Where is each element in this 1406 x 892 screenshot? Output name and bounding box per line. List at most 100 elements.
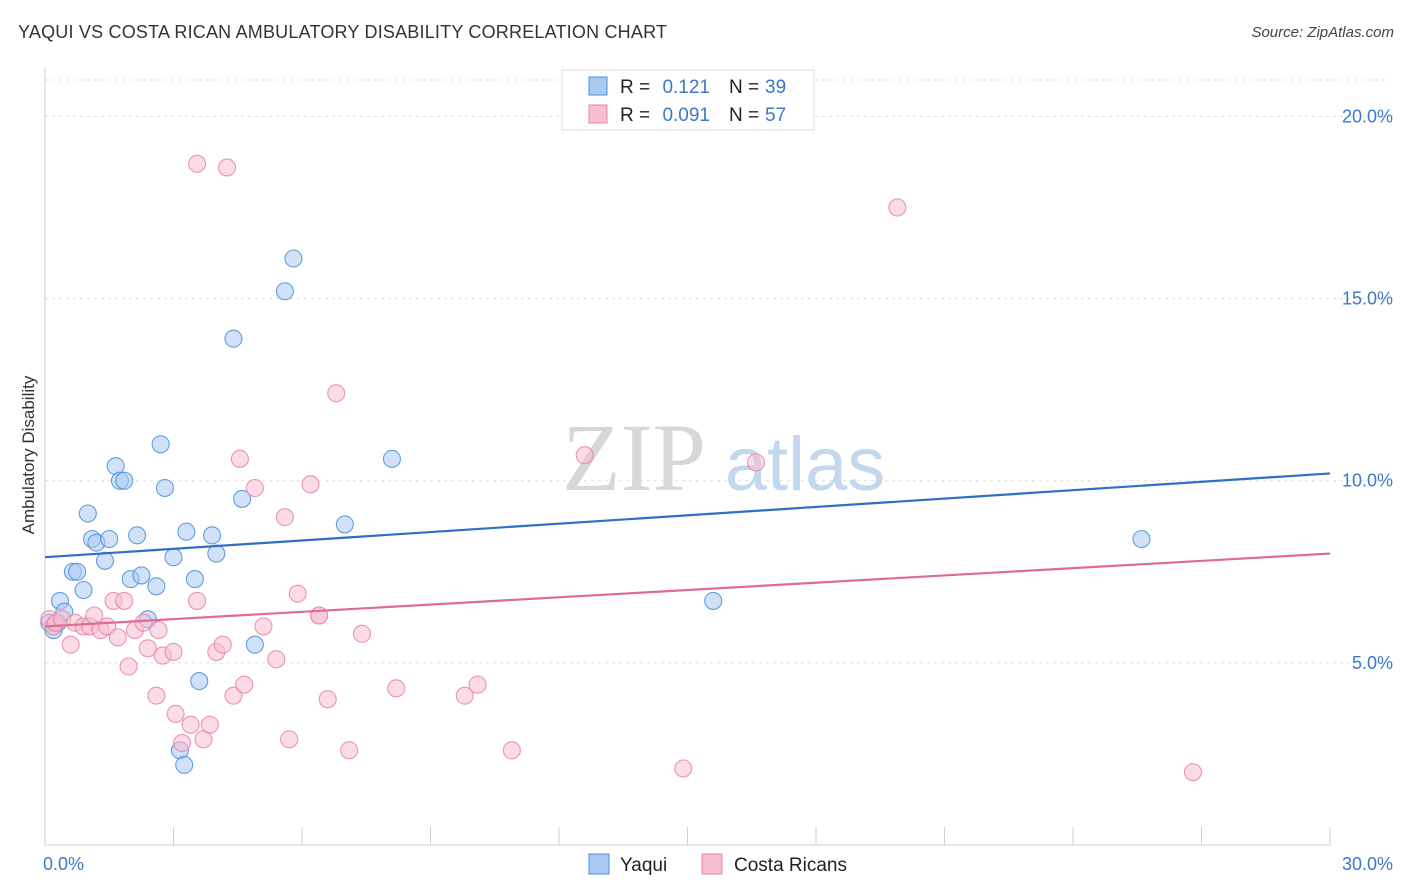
yaqui-point (100, 529, 119, 549)
yaqui-point (207, 544, 226, 563)
yaqui-point (78, 504, 97, 523)
watermark: ZIP atlas (562, 404, 885, 511)
yaqui-point (224, 329, 243, 348)
n-value: 57 (765, 105, 786, 126)
yaqui-point (128, 526, 147, 545)
series-legend-label: Costa Ricans (734, 855, 847, 876)
costa-rican-point (181, 715, 200, 734)
costa-rican-point (224, 686, 243, 705)
costa-rican-point (119, 657, 138, 676)
costa-rican-point (746, 453, 766, 472)
costa-rican-point (468, 675, 487, 694)
x-tick-label: 0.0% (43, 854, 84, 874)
yaqui-point (1132, 529, 1151, 549)
yaqui-point (232, 489, 252, 508)
y-axis-label: Ambulatory Disability (19, 375, 38, 534)
n-value: 39 (765, 77, 786, 98)
costa-rican-point (1183, 763, 1202, 782)
yaqui-point (155, 478, 174, 498)
series-legend-swatch (588, 853, 610, 875)
costa-rican-point (166, 704, 185, 723)
yaqui-point (175, 755, 194, 774)
yaqui-point (68, 562, 87, 581)
costa-rican-point (217, 158, 237, 177)
costa-rican-point (200, 715, 219, 734)
yaqui-point (335, 515, 354, 534)
costa-rican-point (387, 679, 406, 698)
costa-rican-point (108, 628, 127, 647)
y-tick-label: 5.0% (1352, 653, 1393, 673)
yaqui-point (275, 282, 294, 301)
costa-rican-point (115, 591, 134, 610)
costa-rican-point (245, 478, 264, 498)
costa-rican-point (164, 642, 183, 661)
stats-legend-swatch (588, 104, 608, 124)
costa-rican-point (288, 584, 307, 603)
costa-rican-point (888, 198, 907, 217)
yaqui-point (74, 580, 93, 600)
y-tick-label: 20.0% (1342, 106, 1393, 126)
costa-rican-point (327, 384, 346, 403)
costa-rican-point (213, 635, 232, 654)
yaqui-point (382, 449, 402, 468)
costa-rican-point (352, 624, 372, 643)
costa-rican-point (575, 446, 594, 465)
costa-rican-point (188, 154, 207, 173)
yaqui-point (284, 249, 303, 268)
series-legend: Yaqui Costa Ricans (588, 853, 847, 876)
yaqui-trend-line (44, 472, 1331, 559)
costa-rican-point (674, 759, 693, 778)
yaqui-point (190, 672, 209, 691)
costa-rican-point (134, 613, 153, 632)
costa-rican-trend-line (44, 552, 1331, 628)
costa-rican-point (149, 621, 168, 640)
yaqui-point (132, 566, 151, 585)
costa-rican-point (455, 686, 474, 705)
costa-rican-point (254, 617, 273, 636)
costa-rican-point (267, 650, 286, 669)
costa-rican-point (147, 686, 166, 705)
costa-rican-point (230, 449, 249, 468)
stats-legend: R = 0.121 N = 39 R = 0.091 N = 57 (561, 69, 815, 131)
x-tick-label: 30.0% (1342, 854, 1393, 874)
source-credit: Source: ZipAtlas.com (1251, 24, 1394, 41)
axes (44, 68, 1331, 846)
costa-rican-point (280, 730, 299, 749)
costa-rican-point (235, 675, 254, 694)
yaqui-point (177, 522, 196, 541)
n-label: N = (729, 105, 759, 126)
yaqui-point (151, 435, 170, 454)
yaqui-point (164, 548, 183, 567)
yaqui-point (704, 591, 723, 610)
yaqui-point (147, 577, 166, 596)
costa-rican-point (275, 508, 294, 527)
y-tick-label: 15.0% (1342, 289, 1393, 309)
yaqui-point (245, 635, 264, 654)
chart-title: YAQUI VS COSTA RICAN AMBULATORY DISABILI… (18, 22, 668, 42)
costa-rican-point (301, 475, 320, 494)
n-label: N = (729, 77, 759, 98)
costa-rican-point (61, 635, 80, 654)
r-label: R = (620, 77, 650, 98)
stats-legend-swatch (588, 76, 608, 96)
yaqui-point (95, 551, 115, 570)
tick-labels: 5.0% 10.0% 15.0% 20.0% 0.0% 30.0% (43, 106, 1393, 874)
yaqui-point (185, 570, 204, 589)
r-label: R = (620, 105, 650, 126)
costa-rican-point (502, 741, 521, 760)
r-value: 0.091 (662, 105, 710, 126)
costa-rican-point (188, 591, 207, 610)
gridlines (45, 79, 1390, 664)
costa-rican-point (173, 733, 192, 753)
costa-rican-point (340, 741, 359, 760)
series-legend-label: Yaqui (620, 855, 667, 876)
costa-rican-point (318, 690, 337, 709)
trend-lines (44, 472, 1331, 628)
r-value: 0.121 (662, 77, 710, 98)
yaqui-point (115, 471, 134, 490)
costa-rican-point (138, 639, 157, 658)
y-tick-label: 10.0% (1342, 471, 1393, 491)
series-legend-swatch (701, 853, 723, 875)
yaqui-point (203, 526, 222, 545)
